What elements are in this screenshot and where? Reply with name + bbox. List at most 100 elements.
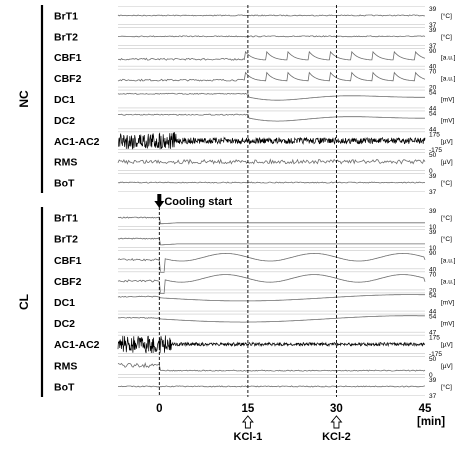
panel-nc-bot-trace [117,181,426,184]
panel-nc-rms-scale-bottom: 0 [429,168,433,175]
panel-label-cl: CL [17,294,31,310]
panel-nc-brt1-unit: [°C] [441,12,452,20]
panel-nc-bot-scale-bottom: 37 [429,189,437,196]
panel-nc-brt2-label: BrT2 [54,31,78,43]
panel-cl-brt1-trace [117,216,425,225]
panel-cl-dc2-scale-bottom: 47 [429,330,437,337]
panel-cl-cbf1-unit: [a.u.] [441,257,456,264]
panel-cl-ac1-ac2-scale-bottom: -175 [429,351,442,358]
panel-nc-dc2-scale-bottom: 44 [429,126,437,133]
panel-nc-ac1-ac2-scale-bottom: -175 [429,147,442,154]
panel-cl-brt2-scale-top: 39 [429,229,437,236]
panel-cl-brt1-label: BrT1 [54,213,78,225]
panel-nc-dc1-trace [117,92,425,101]
panel-nc-brt2-trace [117,35,426,38]
panel-cl-cbf1-label: CBF1 [54,255,82,267]
panel-cl-brt2-scale-bottom: 10 [429,245,437,252]
panel-cl-bot-trace [117,385,426,388]
panel-cl-dc1-trace [117,294,425,302]
x-tick-label-15: 15 [241,403,254,415]
kcl-arrow-kcl-2 [330,415,343,429]
panel-nc-cbf1-scale-top: 90 [429,48,437,55]
panel-cl-ac1-ac2-scale-top: 175 [429,335,440,342]
panel-cl-dc1-label: DC1 [54,297,75,309]
panel-nc-rms-label: RMS [54,157,77,169]
x-tick-label-30: 30 [330,403,343,415]
panel-nc-cbf1-scale-bottom: 40 [429,64,437,71]
panel-cl-bot-unit: [°C] [441,383,452,391]
panel-nc-cbf2-trace [117,71,426,82]
cooling-start-arrow [154,194,165,208]
x-tick-label-45: 45 [419,403,432,415]
panel-nc-dc2-scale-top: 54 [429,110,437,117]
panel-nc-dc1-label: DC1 [54,94,75,106]
panel-nc-brt2-scale-bottom: 37 [429,43,437,50]
panel-label-nc: NC [17,90,31,108]
panel-nc-ac1-ac2-scale-top: 175 [429,131,440,138]
panel-cl-ac1-ac2-trace [117,335,426,354]
panel-nc-cbf1-label: CBF1 [54,52,82,64]
panel-cl-rms-scale-bottom: 0 [429,372,433,379]
kcl-arrow-kcl-1 [241,415,254,429]
panel-cl-cbf2-trace [117,274,426,294]
panel-nc-brt1-scale-bottom: 37 [429,22,437,29]
panel-nc-rms-scale-top: 50 [429,152,437,159]
panel-cl-cbf1-scale-bottom: 40 [429,266,437,273]
panel-nc-ac1-ac2-trace [117,132,426,150]
x-axis-unit: [min] [417,416,445,428]
panel-cl-dc2-label: DC2 [54,318,75,330]
panel-nc-dc1-unit: [mV] [441,97,455,104]
panel-cl-brt1-scale-top: 39 [429,208,437,215]
panel-cl-cbf2-label: CBF2 [54,276,82,288]
panel-nc-cbf1-unit: [a.u.] [441,55,456,62]
panel-nc-dc2-unit: [mV] [441,117,455,124]
panel-cl-rms-trace [117,362,426,372]
panel-nc-brt1-label: BrT1 [54,10,78,22]
panel-cl-ac1-ac2-unit: [µV] [441,342,453,349]
panel-cl-dc1-unit: [mV] [441,300,455,307]
panel-nc-bot-unit: [°C] [441,179,452,187]
panel-nc-brt1-scale-top: 39 [429,6,437,13]
panel-cl-cbf2-unit: [a.u.] [441,278,456,285]
panel-cl-cbf2-scale-bottom: 20 [429,287,437,294]
panel-cl-cbf2-scale-top: 70 [429,271,437,278]
kcl-label-kcl-2: KCl-2 [322,431,351,443]
panel-nc-rms-unit: [µV] [441,159,453,166]
panel-cl-dc2-unit: [mV] [441,321,455,328]
kcl-label-kcl-1: KCl-1 [234,431,263,443]
panel-nc-dc1-scale-top: 54 [429,90,437,97]
panel-cl-rms-label: RMS [54,360,77,372]
panel-cl-dc1-scale-top: 54 [429,292,437,299]
panel-nc-cbf2-scale-bottom: 20 [429,85,437,92]
panel-nc-cbf2-scale-top: 70 [429,69,437,76]
panel-nc-bot-scale-top: 39 [429,173,437,180]
panel-cl-rms-unit: [µV] [441,363,453,370]
panel-nc-cbf1-trace [117,50,426,61]
panel-cl-brt1-unit: [°C] [441,214,452,222]
panel-cl-brt2-trace [117,237,425,246]
panel-cl-dc2-trace [117,315,426,323]
panel-cl-rms-scale-top: 50 [429,356,437,363]
panel-nc-cbf2-unit: [a.u.] [441,76,456,83]
panel-cl-bot-scale-top: 39 [429,377,437,384]
panel-cl-brt2-unit: [°C] [441,235,452,243]
panel-nc-ac1-ac2-unit: [µV] [441,138,453,145]
panel-cl-dc1-scale-bottom: 44 [429,309,437,316]
panel-cl-dc2-scale-top: 54 [429,314,437,321]
x-tick-label-0: 0 [156,403,162,415]
panel-cl-cbf1-scale-top: 90 [429,250,437,257]
panel-cl-ac1-ac2-label: AC1-AC2 [54,339,100,351]
cooling-start-label: Cooling start [164,196,232,208]
panel-cl-brt2-label: BrT2 [54,234,78,246]
panel-cl-bot-label: BoT [54,381,75,393]
panel-nc-brt2-unit: [°C] [441,33,452,41]
panel-nc-rms-trace [117,158,426,165]
panel-nc-dc1-scale-bottom: 44 [429,105,437,112]
panel-nc-brt2-scale-top: 39 [429,27,437,34]
panel-cl-cbf1-trace [117,252,426,273]
panel-nc-bot-label: BoT [54,178,75,190]
panel-nc-brt1-trace [117,14,426,17]
panel-nc-dc2-trace [117,113,425,122]
